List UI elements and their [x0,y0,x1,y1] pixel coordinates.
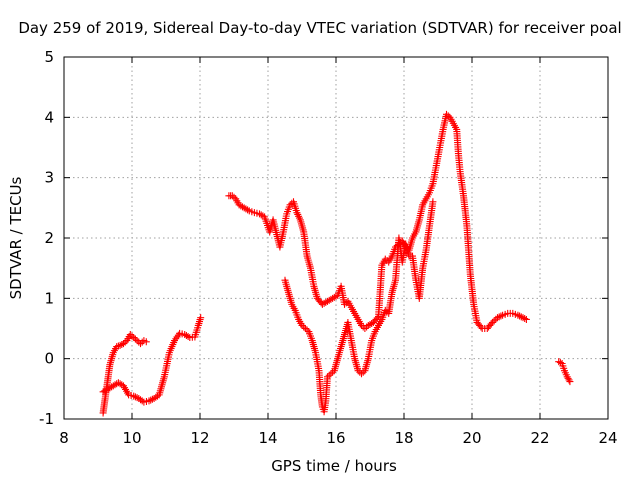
data-point [113,343,121,351]
data-point [114,342,122,350]
data-point [341,300,348,308]
data-point [495,313,503,321]
y-tick-label: 3 [44,169,54,187]
x-tick-label: 10 [122,429,141,447]
data-point [477,323,485,331]
data-point [490,317,498,325]
data-point [147,396,155,404]
data-point [555,358,563,366]
data-point [197,314,205,322]
x-tick-label: 12 [190,429,209,447]
x-axis-label: GPS time / hours [271,457,397,475]
data-point [444,112,452,120]
y-tick-label: 1 [44,289,54,307]
data-point [142,338,150,346]
data-point [128,332,136,340]
data-point [116,341,124,349]
x-tick-label: 22 [530,429,549,447]
data-point [565,376,573,384]
data-point [381,306,389,314]
data-point [303,326,311,334]
data-point [145,397,153,405]
data-point [566,378,574,386]
y-tick-label: 0 [44,350,54,368]
data-point [228,192,236,200]
y-tick-label: 2 [44,229,54,247]
data-points [99,110,574,417]
data-point [488,318,496,326]
x-tick-label: 8 [59,429,69,447]
data-point [325,371,333,379]
data-point [286,201,294,209]
data-point [359,368,367,376]
data-point [494,314,501,322]
y-axis-label: SDTVAR / TECUs [7,176,25,299]
data-point [514,311,522,319]
data-point [361,325,369,332]
x-tick-label: 18 [394,429,413,447]
data-point [131,393,139,401]
chart-title: Day 259 of 2019, Sidereal Day-to-day VTE… [18,19,621,37]
data-point [522,315,530,323]
data-point [300,323,308,331]
data-point [131,335,139,343]
data-point [429,198,437,206]
x-tick-label: 14 [258,429,277,447]
y-tick-label: 4 [44,108,54,126]
data-point [298,321,306,329]
data-point [329,368,337,376]
data-point [517,313,525,321]
data-point [381,255,389,263]
data-point [521,315,529,323]
y-tick-label: -1 [39,410,54,428]
data-point [358,321,365,329]
data-point [324,373,331,381]
data-point [184,333,192,341]
data-point [120,340,127,348]
data-point [230,193,238,201]
data-point [133,337,141,345]
data-point [130,392,138,400]
grid-lines [64,57,608,419]
data-point [244,206,252,214]
data-point [121,338,129,346]
data-point [497,312,505,320]
data-point [301,325,309,332]
data-point [130,334,138,342]
data-point [358,370,365,378]
data-point [487,320,495,328]
data-point [138,397,146,405]
x-tick-label: 20 [462,429,481,447]
data-point [126,331,134,339]
data-point [354,367,362,375]
x-tick-label: 16 [326,429,345,447]
data-point [516,312,524,320]
x-tick-label: 24 [598,429,617,447]
data-point [373,314,381,322]
y-tick-label: 5 [44,48,54,66]
data-point [443,110,450,118]
data-point [137,340,144,348]
data-point [327,370,335,378]
